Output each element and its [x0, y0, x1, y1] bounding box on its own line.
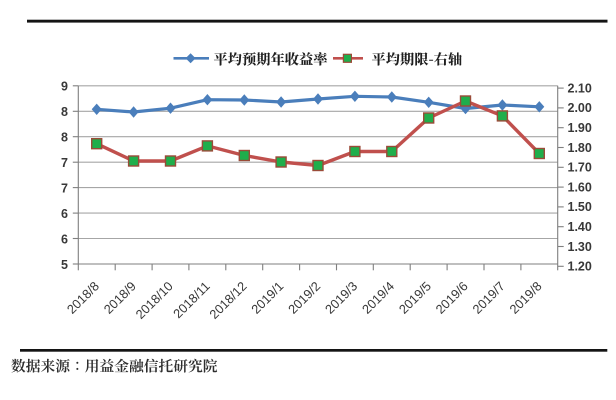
svg-text:1.20: 1.20	[568, 260, 592, 274]
svg-text:1.40: 1.40	[568, 220, 592, 234]
svg-text:7: 7	[61, 156, 68, 170]
svg-text:8: 8	[61, 131, 68, 145]
svg-text:6: 6	[61, 207, 68, 221]
svg-text:1.90: 1.90	[568, 121, 592, 135]
svg-text:1.50: 1.50	[568, 200, 592, 214]
svg-text:5: 5	[61, 258, 68, 272]
svg-text:8: 8	[61, 105, 68, 119]
svg-text:1.70: 1.70	[568, 161, 592, 175]
svg-text:1.30: 1.30	[568, 240, 592, 254]
svg-text:7: 7	[61, 181, 68, 195]
svg-text:2.00: 2.00	[568, 101, 592, 115]
svg-text:1.80: 1.80	[568, 141, 592, 155]
svg-text:2.10: 2.10	[568, 81, 592, 95]
svg-text:9: 9	[61, 80, 68, 94]
svg-text:1.60: 1.60	[568, 180, 592, 194]
svg-text:6: 6	[61, 232, 68, 246]
